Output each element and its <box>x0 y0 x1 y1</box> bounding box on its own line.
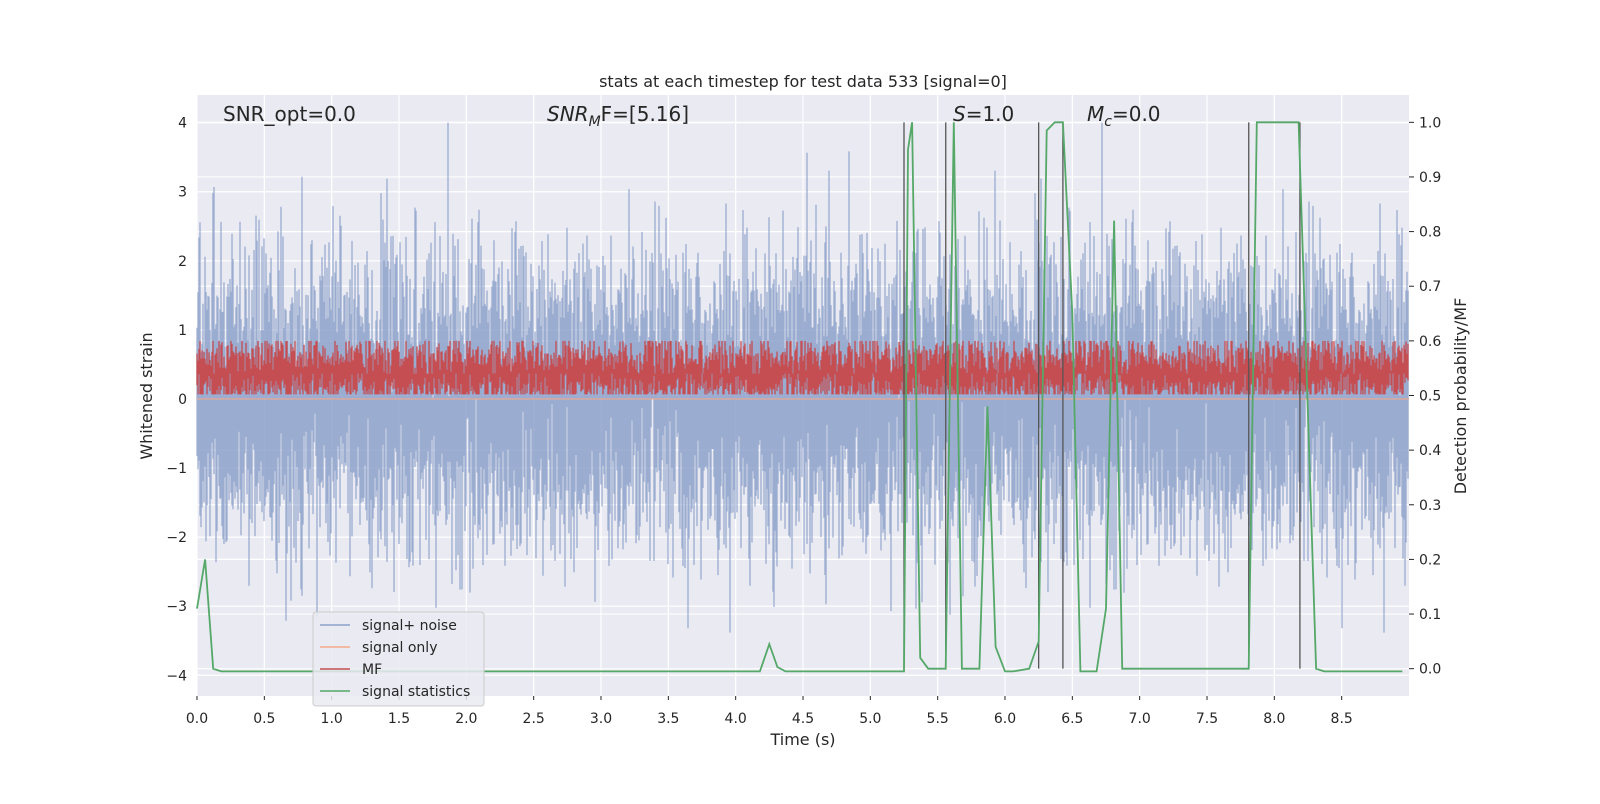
annotation-mc: Mc=0.0 <box>1087 102 1161 130</box>
y-left-tick-label: −4 <box>166 668 187 684</box>
legend-box <box>312 611 485 707</box>
annotation-snr-opt: SNR_opt=0.0 <box>223 102 356 126</box>
y-left-axis-label: Whitened strain <box>137 332 156 459</box>
x-tick-label: 4.0 <box>725 711 747 727</box>
x-tick-label: 1.0 <box>321 711 343 727</box>
x-tick-label: 0.5 <box>253 711 275 727</box>
x-axis-ticks: 0.0 0.5 1.0 1.5 2.0 2.5 3.0 3.5 4.0 4.5 5.0 5.5 6.0 6… <box>186 696 1353 727</box>
y-right-tick-label: 0.2 <box>1419 552 1441 568</box>
mf-series <box>196 340 1409 395</box>
y-right-tick-label: 0.6 <box>1419 334 1441 350</box>
x-tick-label: 5.0 <box>859 711 881 727</box>
x-tick-label: 4.5 <box>792 711 814 727</box>
y-right-tick-label: 0.7 <box>1419 279 1441 295</box>
y-right-tick-label: 0.0 <box>1419 662 1441 678</box>
x-tick-label: 5.5 <box>927 711 949 727</box>
annotation-s: S=1.0 <box>953 102 1014 126</box>
y-left-tick-label: 4 <box>178 116 187 132</box>
y-right-tick-label: 0.1 <box>1419 607 1441 623</box>
y-right-tick-label: 0.8 <box>1419 225 1441 241</box>
x-tick-label: 2.5 <box>523 711 545 727</box>
y-right-tick-label: 0.9 <box>1419 170 1441 186</box>
y-right-tick-label: 0.5 <box>1419 389 1441 405</box>
mf-trace <box>196 340 1409 395</box>
legend-label-signal-statistics: signal statistics <box>362 684 470 700</box>
y-right-tick-label: 1.0 <box>1419 115 1441 131</box>
y-left-tick-label: −1 <box>166 461 187 477</box>
y-right-axis-ticks: 0.0 0.1 0.2 0.3 0.4 0.5 0.6 0.7 0.8 0.9 1.0 <box>1409 115 1441 678</box>
legend: signal+ noise signal only MF signal stat… <box>312 611 485 707</box>
y-right-tick-label: 0.3 <box>1419 498 1441 514</box>
signal-statistics-series <box>196 121 1403 673</box>
legend-label-signal-only: signal only <box>362 640 437 656</box>
x-tick-label: 8.5 <box>1331 711 1353 727</box>
x-tick-label: 7.5 <box>1196 711 1218 727</box>
x-tick-label: 6.5 <box>1061 711 1083 727</box>
y-left-axis-ticks: −4 −3 −2 −1 0 1 2 3 4 <box>166 116 187 685</box>
x-tick-label: 3.0 <box>590 711 612 727</box>
x-tick-label: 6.0 <box>994 711 1016 727</box>
x-tick-label: 8.0 <box>1263 711 1285 727</box>
y-left-tick-label: −2 <box>166 530 187 546</box>
y-left-tick-label: 2 <box>178 254 187 270</box>
x-tick-label: 0.0 <box>186 711 208 727</box>
x-tick-label: 2.0 <box>455 711 477 727</box>
x-tick-label: 7.0 <box>1129 711 1151 727</box>
y-left-tick-label: −3 <box>166 599 187 615</box>
annotation-snr-mf: SNRMF=[5.16] <box>547 102 689 130</box>
y-left-tick-label: 1 <box>178 323 187 339</box>
y-left-tick-label: 3 <box>178 185 187 201</box>
chart-title: stats at each timestep for test data 533… <box>599 72 1007 91</box>
legend-label-mf: MF <box>362 662 382 678</box>
y-right-axis-label: Detection probability/MF <box>1451 298 1470 495</box>
y-left-tick-label: 0 <box>178 392 187 408</box>
x-tick-label: 1.5 <box>388 711 410 727</box>
x-axis-label: Time (s) <box>769 730 835 749</box>
legend-label-noise: signal+ noise <box>362 618 457 634</box>
y-right-tick-label: 0.4 <box>1419 443 1441 459</box>
x-tick-label: 3.5 <box>657 711 679 727</box>
